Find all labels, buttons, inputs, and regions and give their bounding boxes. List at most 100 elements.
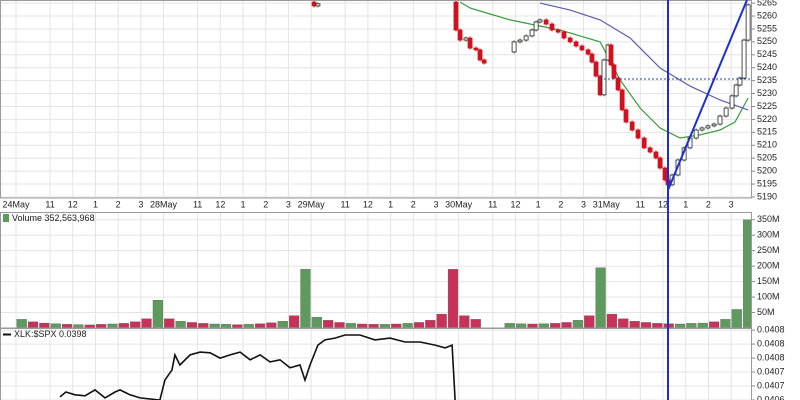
volume-bar (572, 320, 583, 328)
y-tick-label: 0.0408 (757, 324, 785, 334)
volume-legend-icon (3, 214, 9, 222)
candle (567, 37, 573, 43)
y-tick-label: 0.0406 (757, 394, 785, 400)
y-tick-label: 300M (757, 230, 780, 240)
candle (593, 61, 599, 77)
x-tick-label: 2 (558, 199, 563, 209)
volume-bar (470, 319, 481, 328)
volume-bar (731, 309, 742, 328)
volume-bar (550, 323, 561, 328)
candle (555, 29, 561, 33)
candle (601, 59, 607, 96)
ratio-frame (0, 328, 752, 400)
y-tick-label: 0.0408 (757, 338, 785, 348)
candle (537, 19, 543, 23)
candle (453, 1, 459, 31)
x-tick-label: 2 (116, 199, 121, 209)
candle (573, 41, 579, 47)
volume-bar (595, 267, 606, 328)
volume-bar (16, 319, 27, 328)
y-tick-label: 5245 (757, 49, 777, 59)
volume-bar (709, 321, 720, 328)
candle (561, 31, 567, 39)
volume-bar (516, 323, 527, 328)
volume-bar (73, 324, 84, 328)
candle (662, 167, 668, 181)
volume-bar (130, 321, 141, 328)
candle (579, 45, 585, 51)
volume-plot (16, 219, 752, 328)
candle (717, 115, 723, 125)
volume-bar (368, 324, 379, 328)
volume-bar (243, 324, 254, 328)
candle (711, 123, 717, 127)
volume-bar (674, 323, 686, 328)
y-tick-label: 5235 (757, 75, 777, 85)
volume-bar (686, 323, 697, 328)
volume-bar (720, 319, 731, 328)
volume-bar (220, 324, 232, 328)
x-tick-label: 12 (215, 199, 225, 209)
price-frame (0, 0, 752, 199)
y-tick-label: 150M (757, 276, 780, 286)
volume-label: Volume 352,563,968 (12, 213, 95, 223)
volume-bar (27, 321, 39, 328)
candle (623, 109, 629, 123)
volume-bar (175, 321, 186, 328)
x-tick-label: 3 (286, 199, 291, 209)
x-tick-label: 3 (581, 199, 586, 209)
volume-bar (743, 219, 752, 328)
volume-bar (527, 323, 538, 328)
volume-bar (561, 322, 572, 328)
candle (463, 37, 469, 41)
candle (523, 35, 529, 41)
volume-bar (254, 323, 266, 328)
candle (529, 29, 535, 37)
x-tick-label: 1 (388, 199, 393, 209)
volume-bar (345, 323, 356, 328)
x-tick-label: 12 (363, 199, 373, 209)
x-tick-label: 12 (658, 199, 668, 209)
x-tick-label: 12 (68, 199, 78, 209)
x-tick-label: 3 (138, 199, 143, 209)
volume-bar (232, 324, 243, 328)
x-tick-label: 2 (411, 199, 416, 209)
volume-bar (323, 320, 334, 328)
candle (723, 107, 729, 117)
x-tick-label: 3 (433, 199, 438, 209)
x-tick-label: 24May (2, 199, 30, 209)
volume-bar (391, 323, 402, 328)
candle (611, 64, 617, 79)
volume-bar (209, 323, 220, 328)
y-tick-label: 5240 (757, 62, 777, 72)
candle (589, 53, 595, 63)
volume-bar (107, 323, 118, 328)
candle (315, 3, 321, 7)
y-tick-label: 5220 (757, 114, 777, 124)
x-tick-label: 11 (341, 199, 350, 209)
volume-bar (402, 323, 413, 328)
y-tick-label: 5255 (757, 23, 777, 33)
candle (473, 47, 479, 51)
volume-bar (39, 322, 50, 328)
candle (699, 127, 705, 131)
y-tick-label: 5190 (757, 191, 777, 201)
candle (517, 39, 523, 43)
y-tick-label: 350M (757, 214, 780, 224)
y-tick-label: 5195 (757, 178, 777, 188)
x-tick-label: 11 (193, 199, 202, 209)
candle (615, 77, 621, 91)
y-tick-label: 0.0407 (757, 380, 785, 390)
candle (549, 23, 555, 31)
y-tick-label: 5265 (757, 0, 777, 7)
ratio-line (59, 334, 456, 400)
y-tick-label: 5230 (757, 88, 777, 98)
y-tick-label: 0.0408 (757, 352, 785, 362)
candle (653, 151, 659, 159)
volume-bar (584, 315, 595, 328)
candle (641, 137, 647, 149)
volume-bar (436, 313, 447, 328)
volume-bar (50, 323, 61, 328)
